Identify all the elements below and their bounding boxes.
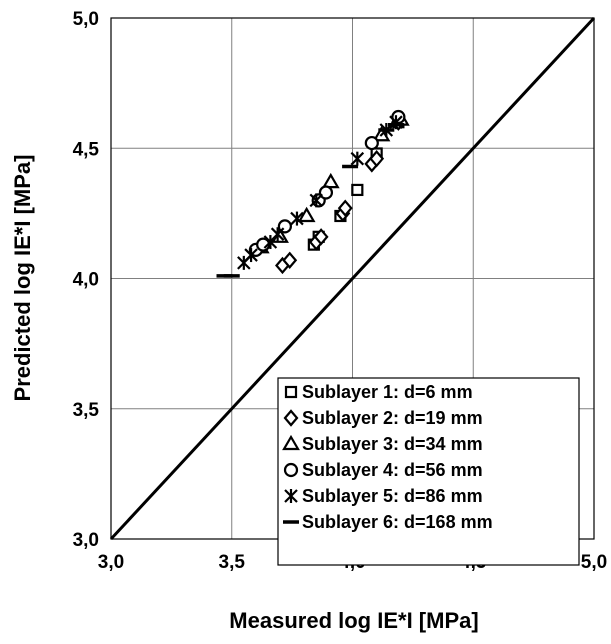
data-point-square xyxy=(351,183,364,197)
y-axis-title: Predicted log IE*I [MPa] xyxy=(10,155,35,402)
legend-box xyxy=(277,377,580,566)
tick-labels-layer: 3,03,54,04,55,03,03,54,04,55,0 xyxy=(73,9,608,573)
data-point-circle xyxy=(318,185,334,200)
data-point-diamond xyxy=(313,228,329,246)
legend-marker-circle xyxy=(283,462,299,478)
points-layer xyxy=(216,109,410,278)
x-tick-label: 3,5 xyxy=(219,552,246,573)
legend-label: Sublayer 5: d=86 mm xyxy=(302,486,483,506)
y-tick-label: 3,0 xyxy=(73,530,99,551)
data-point-triangle xyxy=(297,206,316,223)
data-point-asterisk xyxy=(244,248,258,263)
reference-line-layer xyxy=(109,16,596,541)
x-axis-title: Measured log IE*I [MPa] xyxy=(229,608,478,633)
legend-label: Sublayer 3: d=34 mm xyxy=(302,434,483,454)
legend-label: Sublayer 4: d=56 mm xyxy=(302,460,483,480)
legend-label: Sublayer 2: d=19 mm xyxy=(302,408,483,428)
data-point-diamond xyxy=(282,251,298,269)
data-point-asterisk xyxy=(309,193,324,208)
data-point-asterisk xyxy=(290,211,304,226)
x-tick-label: 5,0 xyxy=(581,552,607,573)
y-tick-label: 3,5 xyxy=(73,400,100,421)
x-tick-label: 3,0 xyxy=(98,552,124,573)
y-tick-label: 4,5 xyxy=(73,139,100,160)
legend-label: Sublayer 1: d=6 mm xyxy=(302,382,473,402)
data-point-asterisk xyxy=(270,227,285,242)
legend-marker-triangle xyxy=(282,434,300,451)
legend: Sublayer 1: d=6 mm Sublayer 2: d=19 mm Sub… xyxy=(277,377,580,566)
data-point-circle xyxy=(364,135,379,151)
data-point-diamond xyxy=(369,149,385,168)
legend-items: Sublayer 1: d=6 mm Sublayer 2: d=19 mm Sub… xyxy=(282,382,493,532)
legend-marker-diamond xyxy=(283,409,299,427)
data-point-diamond xyxy=(337,199,353,217)
data-point-asterisk xyxy=(350,151,365,166)
legend-marker-square xyxy=(284,385,298,399)
legend-marker-asterisk xyxy=(284,489,298,503)
line-of-equality xyxy=(109,16,596,541)
y-tick-label: 4,0 xyxy=(73,270,99,291)
legend-label: Sublayer 6: d=168 mm xyxy=(302,512,493,532)
y-tick-label: 5,0 xyxy=(73,9,99,30)
data-point-triangle xyxy=(321,172,340,189)
